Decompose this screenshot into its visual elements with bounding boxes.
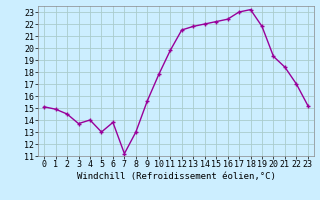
X-axis label: Windchill (Refroidissement éolien,°C): Windchill (Refroidissement éolien,°C) (76, 172, 276, 181)
